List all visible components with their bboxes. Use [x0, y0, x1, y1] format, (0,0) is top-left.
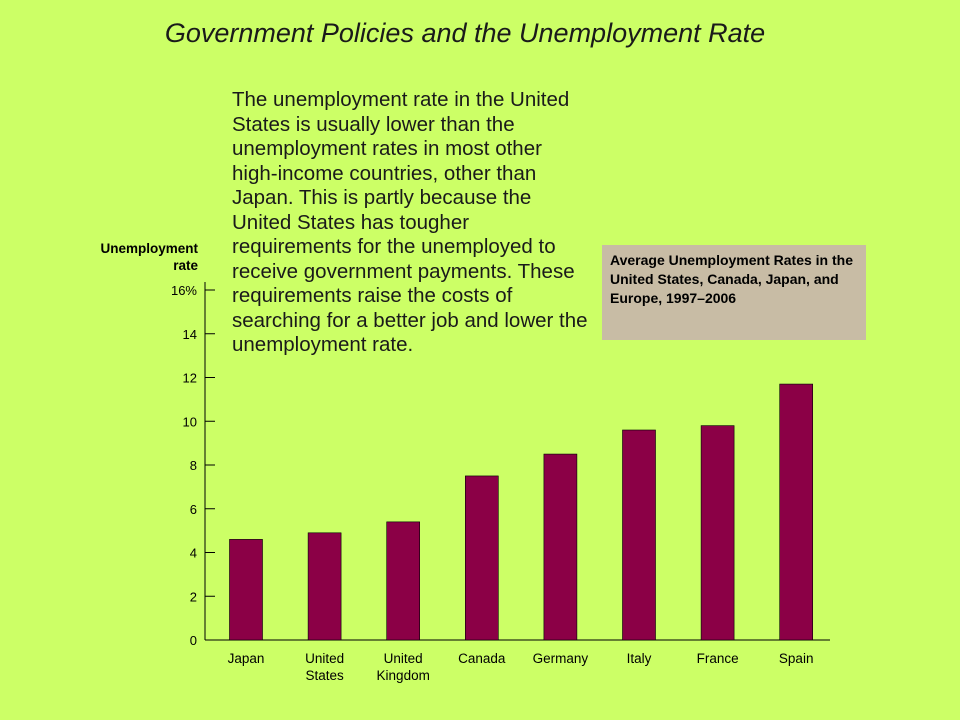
y-tick-label: 2: [190, 589, 197, 604]
x-category-label: France: [697, 651, 739, 666]
bar: [622, 429, 656, 641]
bar: [229, 539, 263, 641]
x-category-label: United Kingdom: [377, 651, 430, 683]
y-tick-label: 8: [190, 458, 197, 473]
y-axis-label-line-2: rate: [173, 258, 198, 273]
x-category-label: Japan: [228, 651, 265, 666]
chart-axes: 0 2 4 6 8 10 12 14 16%: [171, 282, 830, 648]
explanatory-note: The unemployment rate in the United Stat…: [232, 88, 588, 356]
x-category-label: Italy: [627, 651, 652, 666]
x-category-label: United States: [305, 651, 344, 683]
y-tick-label: 4: [190, 546, 197, 561]
chart-title-box: Average Unemployment Rates in the United…: [602, 245, 866, 340]
bar: [464, 475, 499, 641]
y-tick-label: 10: [183, 414, 197, 429]
bar: [779, 383, 814, 641]
y-tick-label: 12: [183, 371, 197, 386]
bar: [543, 453, 578, 641]
y-axis-label: Unemployment rate: [60, 240, 198, 274]
y-tick-label: 6: [190, 502, 197, 517]
slide-title: Government Policies and the Unemployment…: [164, 18, 766, 48]
bar: [307, 532, 342, 641]
y-axis-label-line-1: Unemployment: [100, 241, 198, 256]
y-tick-label: 16%: [171, 283, 197, 298]
x-category-label: Germany: [533, 651, 589, 666]
bar: [386, 521, 421, 641]
y-tick-label: 14: [183, 327, 197, 342]
x-category-label: Spain: [779, 651, 814, 666]
chart-labels: Japan United States United Kingdom Canada Germ…: [228, 651, 814, 683]
bar: [700, 425, 735, 641]
x-category-label: Canada: [458, 651, 506, 666]
chart-bars: [229, 383, 814, 641]
y-tick-label: 0: [190, 633, 197, 648]
